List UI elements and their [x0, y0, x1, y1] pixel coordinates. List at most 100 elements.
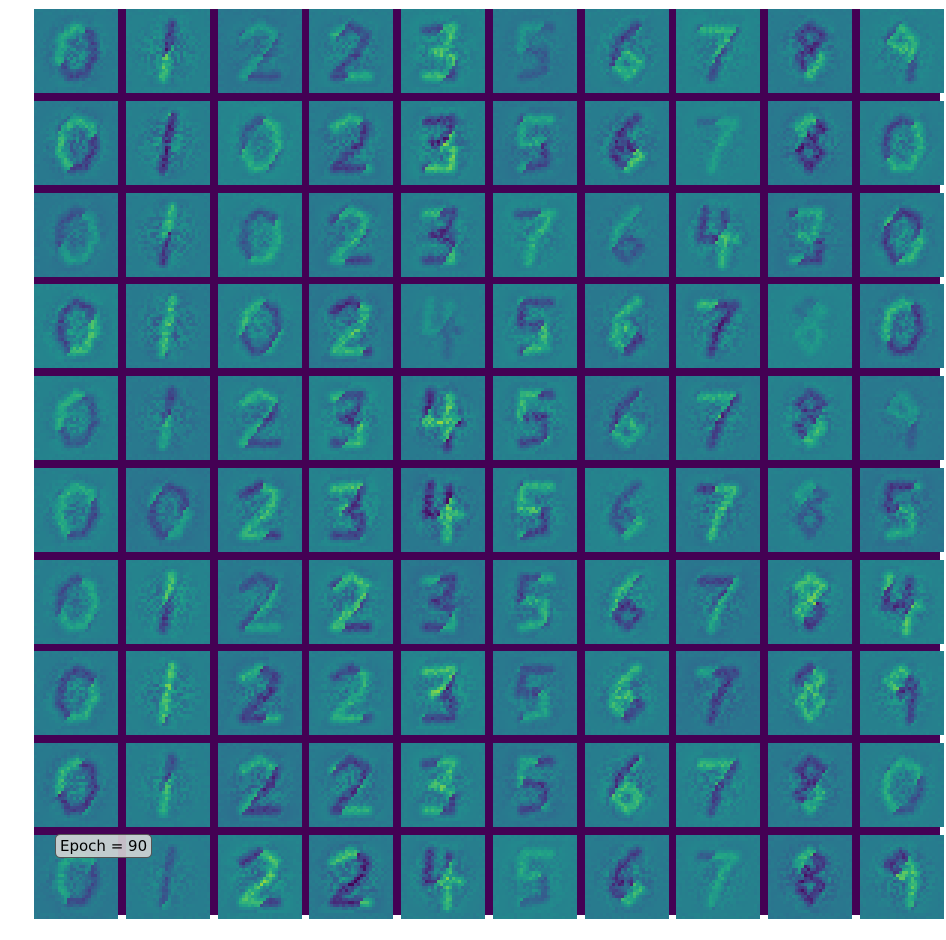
weight-tile — [401, 651, 486, 736]
weight-tile — [492, 192, 577, 277]
weight-tile-image — [584, 192, 669, 277]
weight-tile — [217, 835, 302, 920]
weight-tile — [860, 9, 945, 93]
weight-tile-image — [125, 100, 210, 185]
weight-tile-image — [584, 651, 669, 736]
weight-tile — [309, 467, 394, 552]
weight-tile-image — [492, 835, 577, 920]
weight-tile-image — [492, 9, 577, 93]
weight-tile — [125, 9, 210, 93]
weight-tile-image — [401, 376, 486, 461]
weight-tile — [217, 376, 302, 461]
weight-tile-image — [584, 559, 669, 644]
weight-tile-image — [34, 743, 118, 828]
weight-tile-image — [676, 835, 761, 920]
weight-tile-image — [401, 9, 486, 93]
weight-tile-image — [217, 559, 302, 644]
weight-tile — [860, 376, 945, 461]
weight-tile — [217, 651, 302, 736]
weight-tile — [217, 100, 302, 185]
weight-tile-image — [309, 743, 394, 828]
weight-tile-image — [584, 467, 669, 552]
weight-tile-image — [676, 651, 761, 736]
weight-tile-image — [860, 376, 945, 461]
weight-tile — [125, 743, 210, 828]
weight-tile-image — [309, 9, 394, 93]
weight-tile-image — [34, 100, 118, 185]
weight-tile-image — [125, 9, 210, 93]
weight-tile — [768, 835, 853, 920]
weight-tile-image — [401, 559, 486, 644]
weight-tile-image — [860, 9, 945, 93]
weight-tile-image — [860, 100, 945, 185]
weight-tile — [309, 743, 394, 828]
weight-tile-image — [768, 9, 853, 93]
weight-tile — [860, 743, 945, 828]
weight-tile — [217, 9, 302, 93]
weight-tile — [34, 743, 118, 828]
weight-tile — [584, 467, 669, 552]
weight-tile — [676, 100, 761, 185]
weight-tile-image — [584, 835, 669, 920]
weight-tile — [584, 559, 669, 644]
weight-tile — [768, 284, 853, 369]
weight-tile-image — [125, 192, 210, 277]
weight-tile — [34, 284, 118, 369]
weight-tile-image — [125, 284, 210, 369]
weight-tile — [309, 376, 394, 461]
weight-tile-image — [860, 284, 945, 369]
weight-tile-image — [309, 467, 394, 552]
weight-tile — [768, 376, 853, 461]
weight-tile-image — [34, 651, 118, 736]
weight-tile-image — [34, 376, 118, 461]
weight-tile — [34, 559, 118, 644]
weight-tile-image — [34, 284, 118, 369]
weight-tile — [860, 192, 945, 277]
weight-tile — [309, 559, 394, 644]
weight-tile-image — [401, 743, 486, 828]
weight-tile — [676, 376, 761, 461]
weight-tile — [125, 467, 210, 552]
weight-tile — [492, 376, 577, 461]
weight-tile-image — [860, 192, 945, 277]
weight-tile-image — [34, 9, 118, 93]
weight-tile — [34, 192, 118, 277]
weight-tile — [492, 559, 577, 644]
weight-tile — [401, 559, 486, 644]
weight-tile — [217, 192, 302, 277]
weight-tile-image — [768, 559, 853, 644]
weight-tile — [125, 559, 210, 644]
weight-tile-image — [492, 467, 577, 552]
weight-tile — [676, 651, 761, 736]
weight-tile — [768, 743, 853, 828]
weight-tile-image — [584, 9, 669, 93]
weight-tile — [309, 192, 394, 277]
weight-tile-image — [217, 284, 302, 369]
weight-tile-image — [768, 651, 853, 736]
weight-tile — [492, 835, 577, 920]
weight-tile-image — [492, 559, 577, 644]
weight-tile-image — [860, 743, 945, 828]
weight-tile — [34, 9, 118, 93]
weight-tile — [492, 9, 577, 93]
weight-tile — [125, 376, 210, 461]
weight-tile — [34, 100, 118, 185]
weight-tile — [584, 651, 669, 736]
weight-tile-image — [584, 100, 669, 185]
weight-tile-image — [217, 651, 302, 736]
weight-tile — [768, 192, 853, 277]
weight-tile — [584, 835, 669, 920]
weight-tile-image — [676, 284, 761, 369]
weight-tile — [584, 100, 669, 185]
weight-tile-image — [401, 284, 486, 369]
weight-tile — [768, 100, 853, 185]
weight-tile-image — [217, 835, 302, 920]
weight-tile-image — [125, 376, 210, 461]
weight-tile — [676, 559, 761, 644]
weight-tile — [676, 743, 761, 828]
weight-tile — [217, 284, 302, 369]
weight-tile-image — [860, 467, 945, 552]
weight-tile-image — [401, 192, 486, 277]
weight-tile-image — [676, 743, 761, 828]
